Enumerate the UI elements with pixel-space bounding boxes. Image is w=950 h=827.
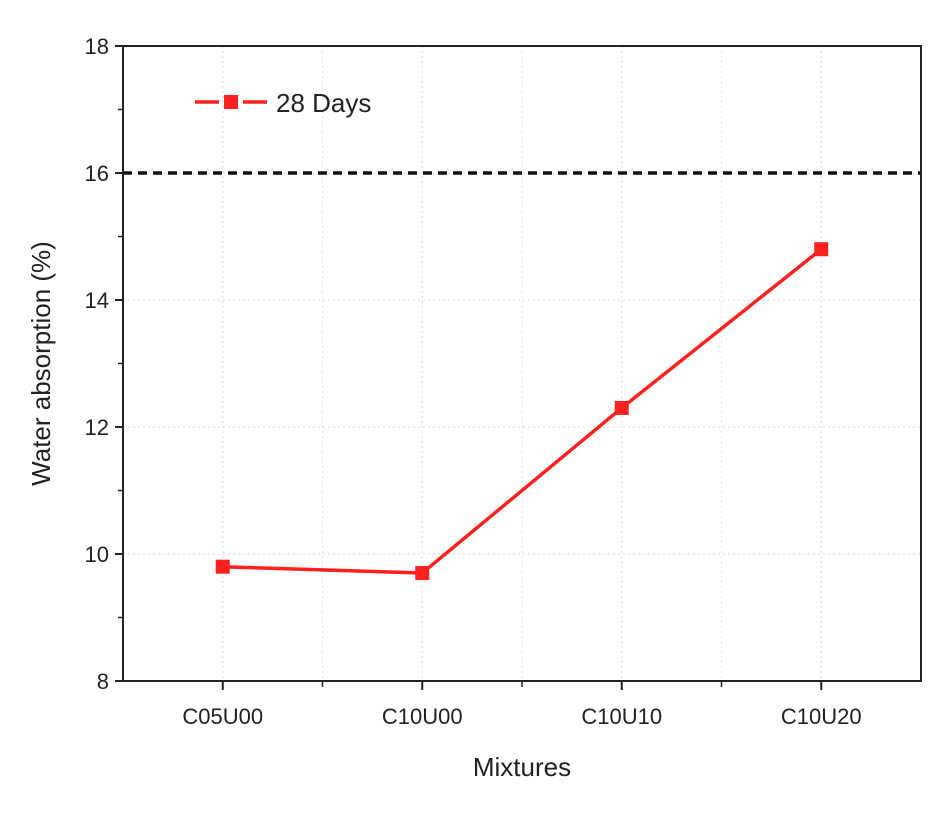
series-line — [222, 247, 823, 575]
x-tick-label: C05U00 — [182, 704, 263, 729]
y-tick-label: 18 — [85, 34, 109, 59]
x-tick-label: C10U00 — [382, 704, 463, 729]
x-tick-label: C10U20 — [781, 704, 862, 729]
data-point — [415, 566, 430, 581]
y-tick-label: 14 — [85, 288, 109, 313]
y-tick-label: 8 — [97, 669, 109, 694]
legend: 28 Days — [195, 88, 371, 118]
series-group — [215, 242, 829, 581]
tick-labels-group: 8 10 12 14 16 18 C05U00 C10U00 C10U10 C10U20 — [85, 34, 862, 729]
y-tick-label: 12 — [85, 415, 109, 440]
grid-lines — [123, 46, 921, 681]
x-axis-title: Mixtures — [473, 752, 571, 782]
legend-label: 28 Days — [276, 88, 371, 118]
data-point — [814, 242, 829, 257]
data-point — [614, 400, 629, 415]
x-tick-label: C10U10 — [581, 704, 662, 729]
y-axis-title: Water absorption (%) — [26, 241, 56, 486]
legend-marker — [224, 95, 238, 109]
y-tick-label: 10 — [85, 542, 109, 567]
data-point — [215, 559, 230, 574]
y-tick-label: 16 — [85, 161, 109, 186]
axes-group — [115, 45, 922, 690]
